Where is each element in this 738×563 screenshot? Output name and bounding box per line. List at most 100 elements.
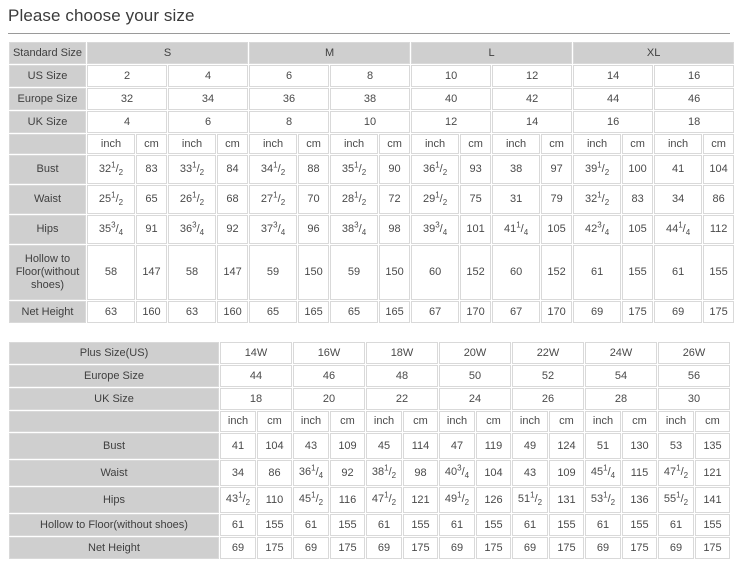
units-row: inch cm inch cm inch cm inch cm inch cm inch cm inch… <box>8 133 736 155</box>
bust-cm-value: 104 <box>256 432 293 460</box>
net_height-inch-value: 69 <box>365 536 403 560</box>
row-label-europe-size: Europe Size <box>8 364 220 388</box>
hollow_to_floor-cm-value: 147 <box>135 244 168 301</box>
us-size-value: 12 <box>491 64 574 88</box>
waist-cm-value: 104 <box>475 459 512 487</box>
bust-cm-value: 114 <box>402 432 439 460</box>
hollow_to_floor-inch-value: 61 <box>365 513 403 537</box>
hollow_to_floor-cm-value: 150 <box>297 244 331 301</box>
bust-cm-value: 109 <box>329 432 366 460</box>
europe-size-value: 44 <box>572 87 655 111</box>
waist-inch-value: 43 <box>511 459 549 487</box>
bust-cm-value: 135 <box>694 432 731 460</box>
bust-inch-value: 51 <box>584 432 622 460</box>
unit-header-cm: cm <box>459 133 493 155</box>
hollow_to_floor-cm-value: 147 <box>215 244 250 301</box>
hollow_to_floor-inch-value: 58 <box>86 244 136 301</box>
europe-size-value: 54 <box>584 364 658 388</box>
row-label-hollow-to-floor: Hollow to Floor(without shoes) <box>8 244 87 301</box>
unit-header-inch: inch <box>657 410 695 433</box>
hollow_to_floor-cm-value: 155 <box>329 513 366 537</box>
hollow_to_floor-cm-value: 152 <box>540 244 574 301</box>
hips-cm-value: 110 <box>256 486 293 514</box>
bust-row: Bust 41 104 43 109 45 114 47 119 49 124 51 130 53 135 <box>8 432 731 460</box>
unit-header-cm: cm <box>540 133 574 155</box>
net_height-cm-value: 160 <box>135 300 168 324</box>
net_height-cm-value: 165 <box>297 300 331 324</box>
row-label-hips: Hips <box>8 214 87 245</box>
net_height-inch-value: 69 <box>584 536 622 560</box>
unit-header-cm: cm <box>621 133 655 155</box>
net_height-inch-value: 67 <box>410 300 461 324</box>
unit-header-inch: inch <box>511 410 549 433</box>
europe-size-value: 46 <box>653 87 736 111</box>
bust-inch-value: 361/2 <box>410 154 461 185</box>
us-size-value: 4 <box>166 64 250 88</box>
hollow_to_floor-inch-value: 61 <box>572 244 623 301</box>
hips-inch-value: 423/4 <box>572 214 623 245</box>
europe-size-value: 32 <box>86 87 168 111</box>
hips-inch-value: 451/2 <box>292 486 330 514</box>
row-label-bust: Bust <box>8 154 87 185</box>
net_height-cm-value: 170 <box>459 300 493 324</box>
waist-cm-value: 115 <box>621 459 658 487</box>
row-label-us-size: US Size <box>8 64 87 88</box>
units-row: inch cm inch cm inch cm inch cm inch cm inch cm inch… <box>8 410 731 433</box>
hips-cm-value: 96 <box>297 214 331 245</box>
us-size-value: 16 <box>653 64 736 88</box>
net_height-inch-value: 69 <box>657 536 695 560</box>
hollow_to_floor-cm-value: 155 <box>475 513 512 537</box>
plus-size-row: Plus Size(US) 14W 16W 18W 20W 22W 24W 26W <box>8 341 731 365</box>
net_height-inch-value: 65 <box>248 300 299 324</box>
bust-cm-value: 100 <box>621 154 655 185</box>
standard-size-row: Standard Size S M L XL <box>8 41 736 65</box>
hips-cm-value: 112 <box>702 214 736 245</box>
title-divider <box>8 33 730 34</box>
net_height-inch-value: 69 <box>572 300 623 324</box>
waist-cm-value: 98 <box>402 459 439 487</box>
hollow_to_floor-cm-value: 155 <box>548 513 585 537</box>
bust-inch-value: 341/2 <box>248 154 299 185</box>
hollow_to_floor-cm-value: 155 <box>702 244 736 301</box>
net_height-cm-value: 175 <box>548 536 585 560</box>
unit-header-inch: inch <box>584 410 622 433</box>
bust-cm-value: 124 <box>548 432 585 460</box>
hips-row: Hips 353/4 91 363/4 92 373/4 96 383/4 98 393/4 101… <box>8 214 736 245</box>
size-group-xl: XL <box>572 41 736 65</box>
size-group-m: M <box>248 41 412 65</box>
europe-size-value: 36 <box>248 87 331 111</box>
hips-inch-value: 511/2 <box>511 486 549 514</box>
unit-header-cm: cm <box>548 410 585 433</box>
hips-inch-value: 353/4 <box>86 214 136 245</box>
hollow_to_floor-inch-value: 61 <box>292 513 330 537</box>
unit-header-cm: cm <box>135 133 168 155</box>
waist-cm-value: 79 <box>540 184 574 215</box>
hips-cm-value: 126 <box>475 486 512 514</box>
bust-cm-value: 88 <box>297 154 331 185</box>
us-size-value: 6 <box>248 64 331 88</box>
plus-size-value: 16W <box>292 341 366 365</box>
plus-size-value: 24W <box>584 341 658 365</box>
europe-size-value: 34 <box>166 87 250 111</box>
bust-inch-value: 45 <box>365 432 403 460</box>
unit-header-cm: cm <box>694 410 731 433</box>
net_height-inch-value: 69 <box>219 536 257 560</box>
row-label-net-height: Net Height <box>8 536 220 560</box>
uk-size-value: 18 <box>653 110 736 134</box>
net_height-inch-value: 67 <box>491 300 542 324</box>
waist-cm-value: 86 <box>702 184 736 215</box>
unit-header-cm: cm <box>621 410 658 433</box>
row-label-standard-size: Standard Size <box>8 41 87 65</box>
hips-inch-value: 383/4 <box>329 214 380 245</box>
row-label-units-blank <box>8 133 87 155</box>
waist-cm-value: 92 <box>329 459 366 487</box>
net_height-cm-value: 165 <box>378 300 412 324</box>
europe-size-value: 48 <box>365 364 439 388</box>
size-group-l: L <box>410 41 574 65</box>
net-height-row: Net Height 69 175 69 175 69 175 69 175 69 175 69 175… <box>8 536 731 560</box>
unit-header-inch: inch <box>329 133 380 155</box>
unit-header-cm: cm <box>402 410 439 433</box>
hips-inch-value: 373/4 <box>248 214 299 245</box>
unit-header-inch: inch <box>491 133 542 155</box>
bust-inch-value: 53 <box>657 432 695 460</box>
